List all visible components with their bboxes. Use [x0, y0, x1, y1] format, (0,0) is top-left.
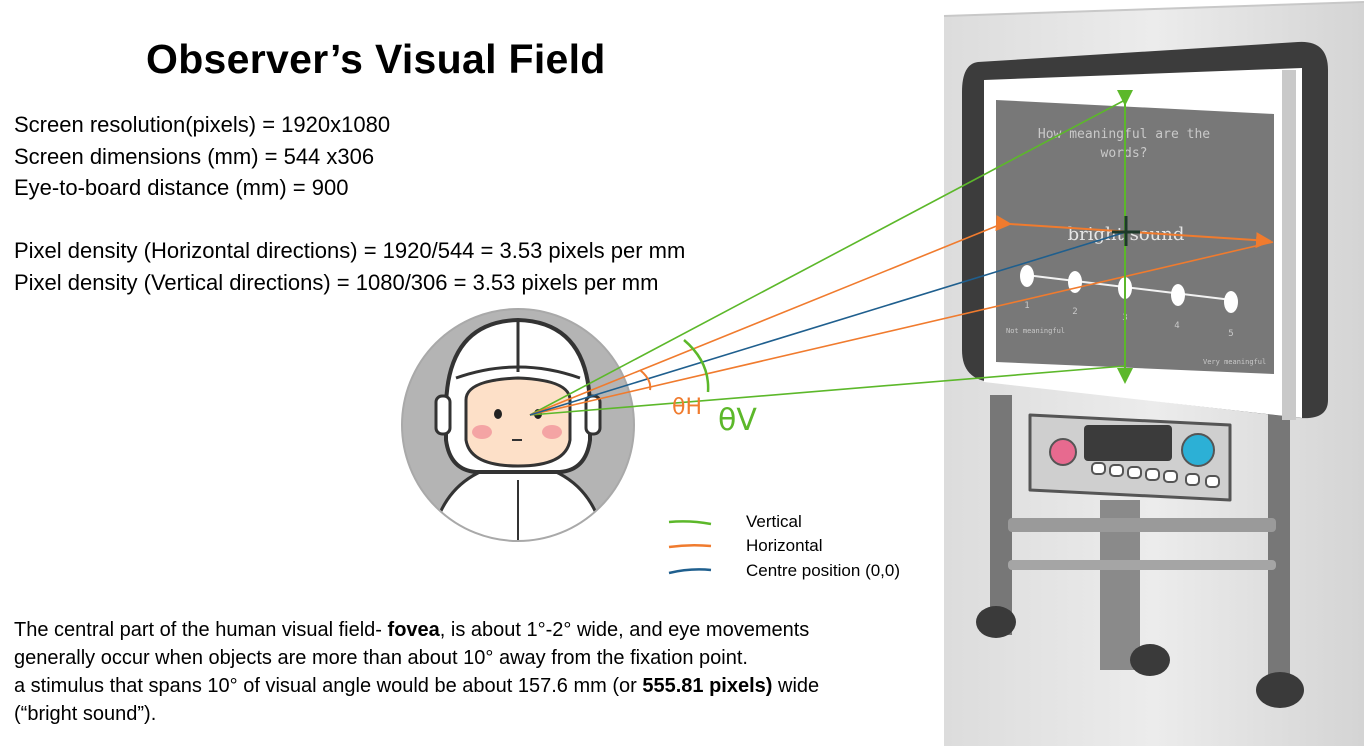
vertical-bottom-line [529, 365, 1126, 416]
scale-number-2: 2 [1072, 307, 1077, 317]
footer-line-3-pre: a stimulus that spans 10° of visual angl… [14, 675, 643, 697]
theta-v-label: θV [718, 403, 757, 438]
distance-text: Eye-to-board distance (mm) = 900 [14, 175, 349, 200]
density-vertical-text: Pixel density (Vertical directions) = 10… [14, 269, 659, 295]
legend-item-centre: Centre position (0,0) [668, 561, 968, 585]
observer-illustration [401, 308, 635, 542]
sight-lines [529, 90, 1274, 416]
density-horizontal-text: Pixel density (Horizontal directions) = … [14, 238, 686, 263]
footer-notes: The central part of the human visual fie… [14, 616, 819, 728]
dimensions-text: Screen dimensions (mm) = 544 x306 [14, 143, 375, 169]
pixel-width-value: 555.81 pixels) [642, 675, 773, 697]
fovea-term: fovea [387, 619, 440, 641]
vertical-angle-arc [683, 339, 710, 393]
footer-line-3-post: wide [772, 675, 820, 697]
legend-item-horizontal: Horizontal [668, 536, 968, 560]
legend-item-vertical: Vertical [668, 512, 968, 536]
horizontal-angle-arc [639, 369, 652, 391]
scale-number-5: 5 [1228, 329, 1233, 339]
page-title: Observer’s Visual Field [146, 36, 606, 82]
horizontal-left-line [529, 222, 1005, 416]
vertical-swatch [668, 520, 712, 526]
screen-specs: Screen resolution(pixels) = 1920x1080 Sc… [14, 109, 685, 298]
footer-line-3: a stimulus that spans 10° of visual angl… [14, 672, 819, 700]
rating-dot-5 [1224, 291, 1238, 313]
scale-number-4: 4 [1174, 321, 1179, 331]
footer-line-4: (“bright sound”). [14, 703, 157, 725]
horizontal-swatch [668, 543, 712, 549]
centre-line [529, 231, 1127, 416]
legend-label-horizontal: Horizontal [746, 536, 823, 555]
vertical-top-line [529, 99, 1126, 416]
horizontal-right-line [529, 241, 1274, 416]
footer-line-1-pre: The central part of the human visual fie… [14, 619, 388, 641]
footer-line-1-post: , is about 1°-2° wide, and eye movements [439, 619, 810, 641]
scale-number-1: 1 [1024, 301, 1029, 311]
theta-h-label: θH [672, 395, 702, 420]
left-anchor-label: Not meaningful [1006, 327, 1065, 335]
board-illustration [943, 1, 1364, 746]
legend-label-centre: Centre position (0,0) [746, 561, 901, 580]
legend-label-vertical: Vertical [746, 512, 802, 531]
centre-swatch [668, 568, 712, 575]
rating-dot-1 [1020, 265, 1034, 287]
footer-line-2: generally occur when objects are more th… [14, 647, 748, 669]
rating-dot-4 [1171, 284, 1185, 306]
right-anchor-label: Very meaningful [1203, 358, 1266, 366]
footer-line-1: The central part of the human visual fie… [14, 616, 819, 644]
resolution-text: Screen resolution(pixels) = 1920x1080 [14, 112, 391, 137]
